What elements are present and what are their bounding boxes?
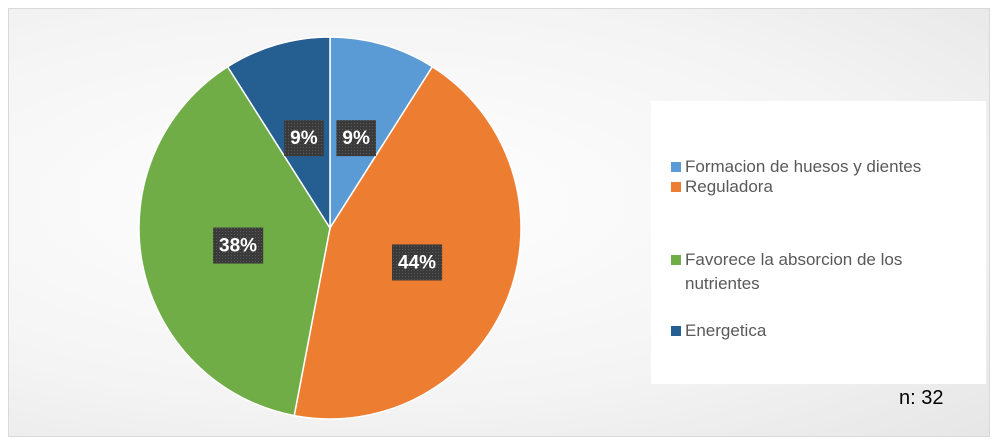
pie-slice xyxy=(293,65,522,420)
pie-area: 9% 44% 38% 9% xyxy=(138,36,522,420)
data-label: 9% xyxy=(290,128,318,149)
data-label-box xyxy=(392,244,443,281)
pie-slice xyxy=(329,36,434,231)
chart: 9% 44% 38% 9% Formacion de huesos y dientes… xyxy=(8,8,990,437)
legend-swatch xyxy=(671,255,681,265)
legend-label: Favorece la absorcion de los nutrientes xyxy=(685,250,903,293)
legend-label: Formacion de huesos y dientes xyxy=(685,157,922,176)
legend-label: Energetica xyxy=(685,321,767,340)
pie-slice xyxy=(226,36,331,231)
legend-item: Formacion de huesos y dientes xyxy=(671,155,971,179)
legend: Formacion de huesos y dientes Reguladora F… xyxy=(651,101,986,384)
legend-item: Favorece la absorcion de los nutrientes xyxy=(671,248,971,296)
legend-item: Energetica xyxy=(671,319,971,343)
legend-swatch xyxy=(671,162,681,172)
legend-item: Reguladora xyxy=(671,175,971,199)
data-label: 44% xyxy=(398,252,436,273)
legend-swatch xyxy=(671,182,681,192)
annotation: n: 32 xyxy=(899,387,944,409)
data-label: 9% xyxy=(342,128,370,149)
data-label-box xyxy=(213,227,264,264)
legend-label: Reguladora xyxy=(685,177,773,196)
data-label-box xyxy=(336,120,376,157)
data-label-box xyxy=(284,120,324,157)
data-label: 38% xyxy=(219,236,257,257)
legend-swatch xyxy=(671,326,681,336)
